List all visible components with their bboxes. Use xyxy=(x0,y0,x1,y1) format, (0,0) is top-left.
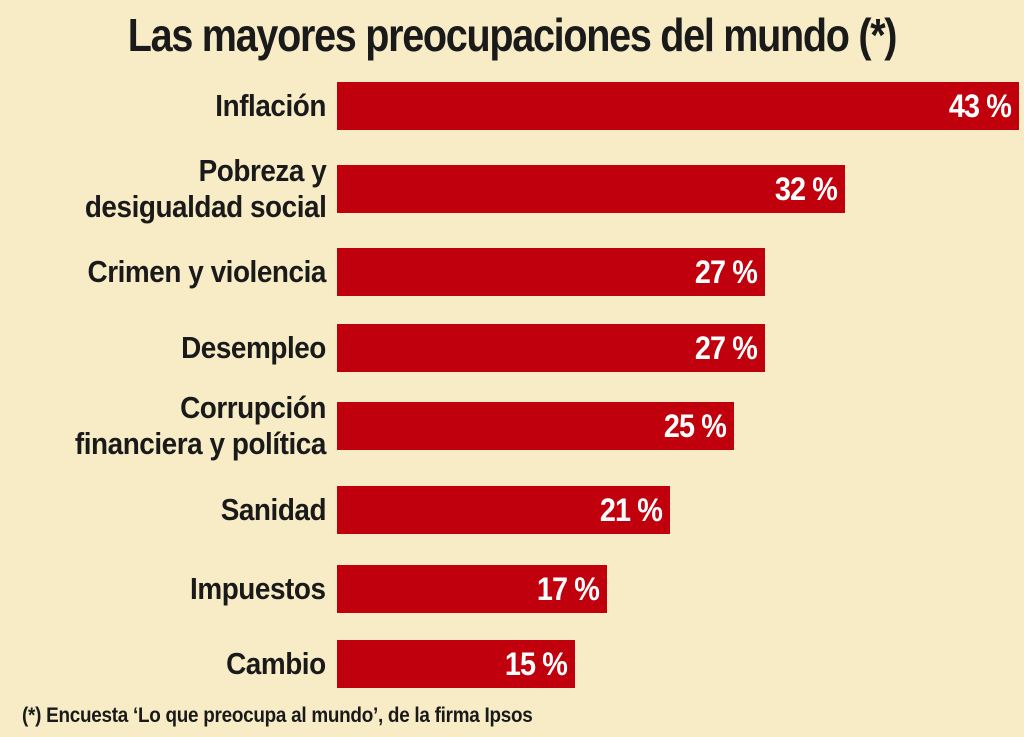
category-label: Crimen y violencia xyxy=(87,254,327,289)
value-label: 27 % xyxy=(694,330,758,366)
value-label: 27 % xyxy=(694,254,758,290)
category-label: Corrupción financiera y política xyxy=(74,390,326,461)
bar: 21 % xyxy=(337,486,670,534)
value-label: 17 % xyxy=(536,571,600,607)
bar: 43 % xyxy=(337,82,1019,130)
value-label: 43 % xyxy=(948,88,1012,124)
category-label: Desempleo xyxy=(181,330,326,365)
bar: 25 % xyxy=(337,402,734,450)
bar: 27 % xyxy=(337,248,765,296)
category-label: Pobreza y desigualdad social xyxy=(84,153,326,224)
bar: 15 % xyxy=(337,640,575,688)
value-label: 21 % xyxy=(599,492,663,528)
bar: 27 % xyxy=(337,324,765,372)
category-label: Sanidad xyxy=(220,492,327,527)
category-label: Impuestos xyxy=(190,571,327,606)
chart-title: Las mayores preocupaciones del mundo (*) xyxy=(127,9,898,61)
bar: 32 % xyxy=(337,165,845,213)
bar: 17 % xyxy=(337,565,607,613)
category-label: Cambio xyxy=(226,646,326,681)
value-label: 15 % xyxy=(504,646,568,682)
footnote: (*) Encuesta ‘Lo que preocupa al mundo’,… xyxy=(22,704,533,727)
value-label: 32 % xyxy=(774,171,838,207)
category-label: Inflación xyxy=(215,88,326,123)
value-label: 25 % xyxy=(663,408,727,444)
